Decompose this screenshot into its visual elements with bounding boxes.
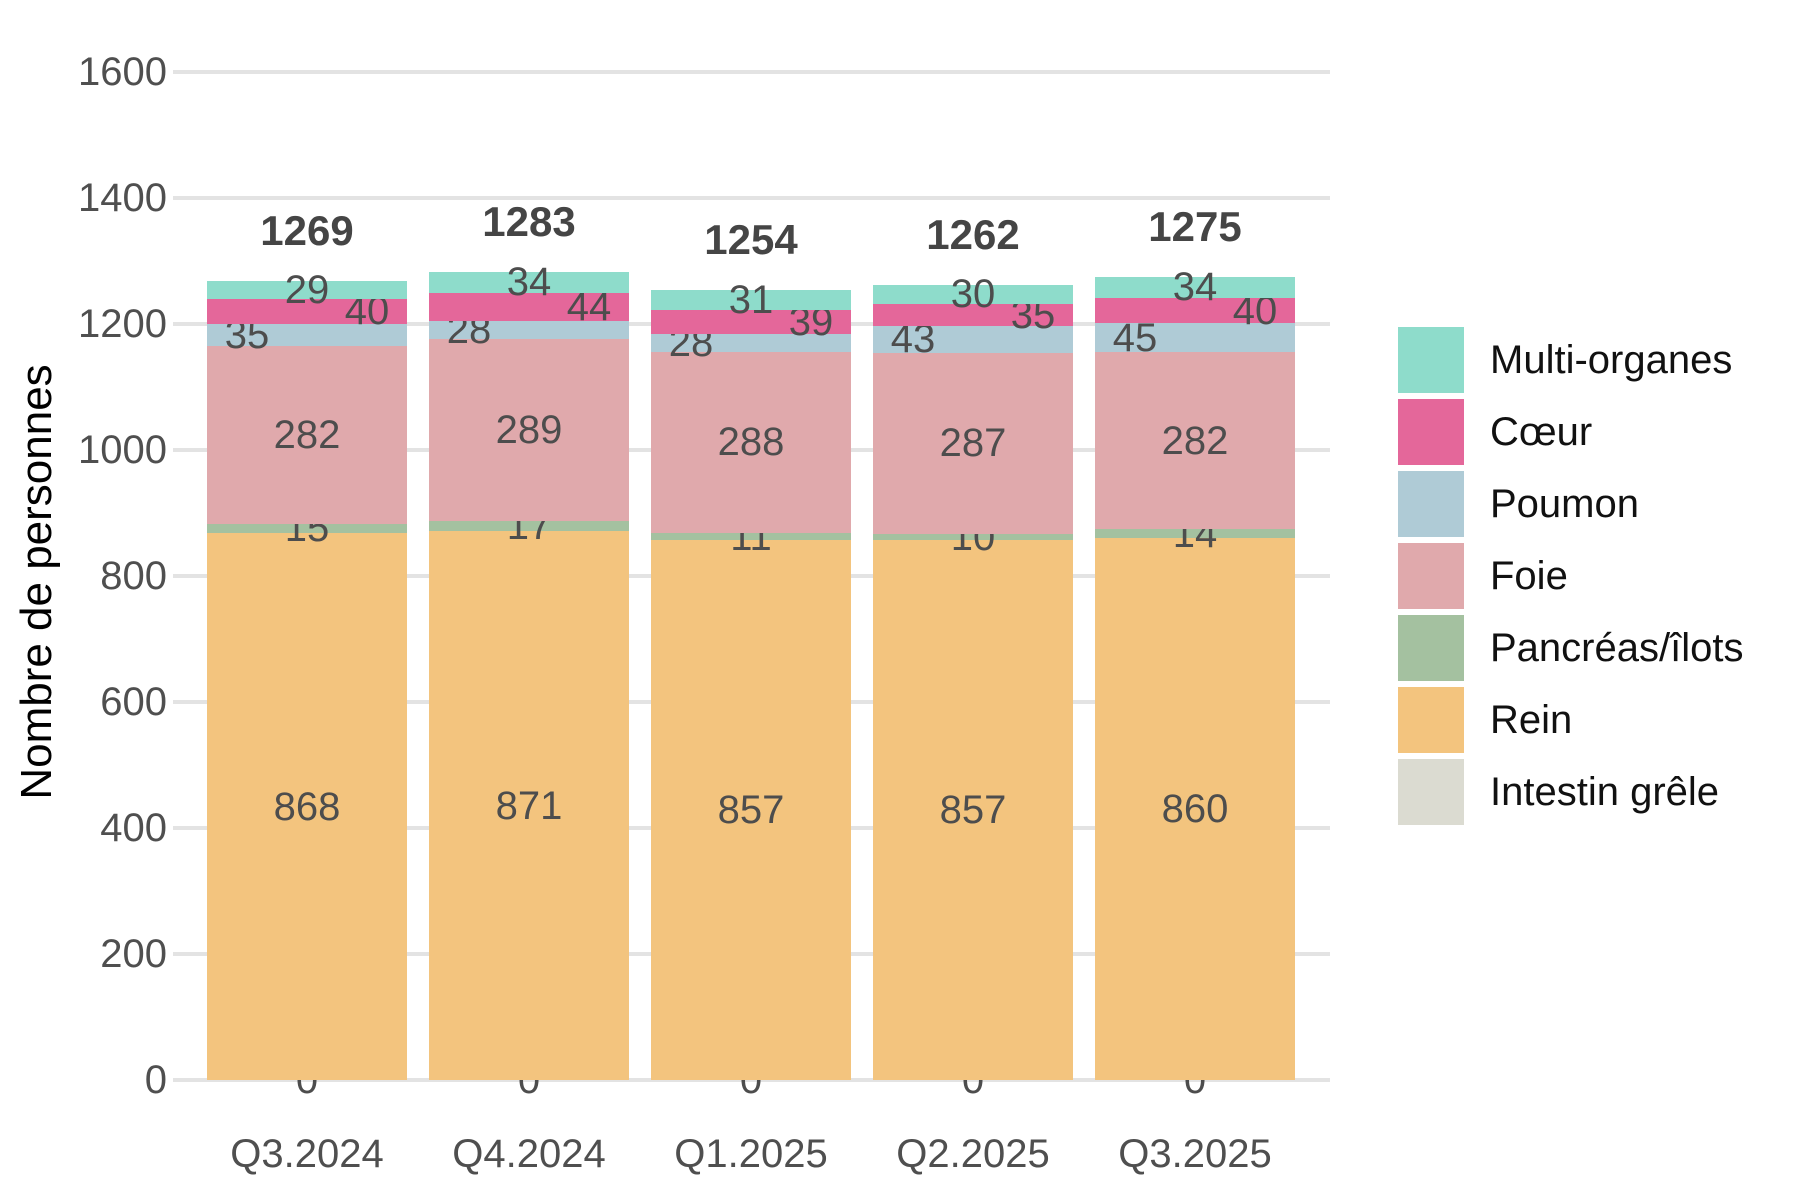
- legend-label-foie: Foie: [1490, 553, 1568, 598]
- segment-value-q4-2024-foie: 289: [495, 407, 563, 452]
- legend-label-rein: Rein: [1490, 697, 1573, 742]
- bar-segment-q1-2025-rein: [651, 540, 851, 1080]
- segment-value-q3-2025-poumon: 45: [1112, 315, 1158, 360]
- segment-value-q3-2025-multi-organes: 34: [1172, 265, 1218, 310]
- segment-value-q3-2024-multi-organes: 29: [284, 267, 330, 312]
- bar-segment-q4-2024-c-ur: [429, 293, 629, 321]
- x-tick-label-q3-2025: Q3.2025: [1118, 1132, 1272, 1176]
- legend-item-pancreas-ilots: Pancréas/îlots: [1398, 615, 1743, 681]
- gridline-1600: [173, 70, 1330, 74]
- gridline-0: [173, 1078, 1330, 1082]
- bar-segment-q1-2025-poumon: [651, 334, 851, 352]
- y-tick-label-1200: 1200: [78, 302, 167, 346]
- legend-label-intestin-grele: Intestin grêle: [1490, 769, 1720, 814]
- y-tick-label-200: 200: [100, 932, 167, 976]
- segment-value-q2-2025-rein: 857: [939, 788, 1007, 833]
- legend-item-rein: Rein: [1398, 687, 1743, 753]
- bar-segment-q2-2025-foie: [873, 353, 1073, 534]
- bar-segment-q3-2024-c-ur: [207, 298, 407, 324]
- total-value-q4-2024: 1283: [482, 197, 576, 245]
- bar-segment-q3-2025-c-ur: [1095, 298, 1295, 324]
- segment-value-q1-2025-rein: 857: [717, 788, 785, 833]
- segment-value-q2-2025-multi-organes: 30: [950, 272, 996, 317]
- y-tick-label-600: 600: [100, 680, 167, 724]
- bar-segment-q2-2025-multi-organes: [873, 284, 1073, 304]
- legend-label-multi-organes: Multi-organes: [1490, 337, 1733, 382]
- legend-label-poumon: Poumon: [1490, 481, 1639, 526]
- total-value-q3-2024: 1269: [260, 206, 354, 254]
- bar-segment-q3-2024-pancreas-ilots: [207, 523, 407, 534]
- bar-segment-q3-2025-foie: [1095, 351, 1295, 530]
- segment-value-q2-2025-poumon: 43: [890, 317, 936, 362]
- legend-swatch-c-ur: [1398, 399, 1464, 465]
- bar-segment-q4-2024-multi-organes: [429, 271, 629, 294]
- bar-segment-q4-2024-pancreas-ilots: [429, 520, 629, 532]
- bar-segment-q3-2024-foie: [207, 346, 407, 524]
- segment-value-q1-2025-multi-organes: 31: [728, 277, 774, 322]
- gridline-1400: [173, 196, 1330, 200]
- x-tick-label-q4-2024: Q4.2024: [452, 1132, 606, 1176]
- bar-segment-q4-2024-poumon: [429, 320, 629, 339]
- y-tick-label-1600: 1600: [78, 50, 167, 94]
- legend-item-intestin-grele: Intestin grêle: [1398, 759, 1743, 825]
- y-tick-label-1400: 1400: [78, 176, 167, 220]
- bar-segment-q2-2025-pancreas-ilots: [873, 533, 1073, 541]
- legend-item-multi-organes: Multi-organes: [1398, 327, 1743, 393]
- y-tick-label-400: 400: [100, 806, 167, 850]
- legend-swatch-foie: [1398, 543, 1464, 609]
- segment-value-q3-2024-rein: 868: [273, 784, 341, 829]
- total-value-q1-2025: 1254: [704, 215, 798, 263]
- x-tick-label-q1-2025: Q1.2025: [674, 1132, 828, 1176]
- segment-value-q3-2025-rein: 860: [1161, 787, 1229, 832]
- total-value-q3-2025: 1275: [1148, 202, 1242, 250]
- bar-segment-q3-2024-poumon: [207, 324, 407, 347]
- bar-segment-q1-2025-c-ur: [651, 309, 851, 335]
- legend-item-c-ur: Cœur: [1398, 399, 1743, 465]
- legend-swatch-pancreas-ilots: [1398, 615, 1464, 681]
- legend: Multi-organes Cœur Poumon Foie Pancréas/îlot…: [1398, 327, 1743, 831]
- x-tick-label-q2-2025: Q2.2025: [896, 1132, 1050, 1176]
- segment-value-q1-2025-foie: 288: [717, 420, 785, 465]
- segment-value-q4-2024-multi-organes: 34: [506, 260, 552, 305]
- bar-segment-q2-2025-c-ur: [873, 303, 1073, 326]
- legend-swatch-poumon: [1398, 471, 1464, 537]
- bar-segment-q3-2025-multi-organes: [1095, 276, 1295, 299]
- y-tick-label-0: 0: [144, 1058, 167, 1102]
- segment-value-q4-2024-rein: 871: [495, 783, 563, 828]
- plot-panel: 0 868 15 282 35 40 29 1269 0 871 17 289 28 44 34 1283 0 8…: [173, 22, 1330, 1100]
- legend-label-pancreas-ilots: Pancréas/îlots: [1490, 625, 1744, 670]
- legend-item-poumon: Poumon: [1398, 471, 1743, 537]
- legend-swatch-intestin-grele: [1398, 759, 1464, 825]
- y-tick-label-800: 800: [100, 554, 167, 598]
- y-tick-label-1000: 1000: [78, 428, 167, 472]
- bar-segment-q3-2024-rein: [207, 533, 407, 1080]
- bar-segment-q1-2025-multi-organes: [651, 290, 851, 310]
- segment-value-q3-2025-foie: 282: [1161, 418, 1229, 463]
- legend-label-c-ur: Cœur: [1490, 409, 1593, 454]
- segment-value-q2-2025-foie: 287: [939, 421, 1007, 466]
- segment-value-q3-2024-foie: 282: [273, 412, 341, 457]
- legend-swatch-multi-organes: [1398, 327, 1464, 393]
- x-tick-label-q3-2024: Q3.2024: [230, 1132, 384, 1176]
- bar-segment-q2-2025-poumon: [873, 325, 1073, 353]
- total-value-q2-2025: 1262: [926, 210, 1020, 258]
- legend-swatch-rein: [1398, 687, 1464, 753]
- bar-segment-q3-2025-poumon: [1095, 323, 1295, 352]
- bar-segment-q3-2025-pancreas-ilots: [1095, 529, 1295, 539]
- bar-segment-q1-2025-pancreas-ilots: [651, 533, 851, 541]
- bar-segment-q4-2024-rein: [429, 531, 629, 1080]
- bar-segment-q3-2025-rein: [1095, 538, 1295, 1080]
- segment-value-q4-2024-c-ur: 44: [566, 284, 612, 329]
- bar-segment-q1-2025-foie: [651, 351, 851, 534]
- legend-item-foie: Foie: [1398, 543, 1743, 609]
- bar-segment-q2-2025-rein: [873, 540, 1073, 1080]
- bar-segment-q4-2024-foie: [429, 338, 629, 521]
- bar-segment-q3-2024-multi-organes: [207, 280, 407, 299]
